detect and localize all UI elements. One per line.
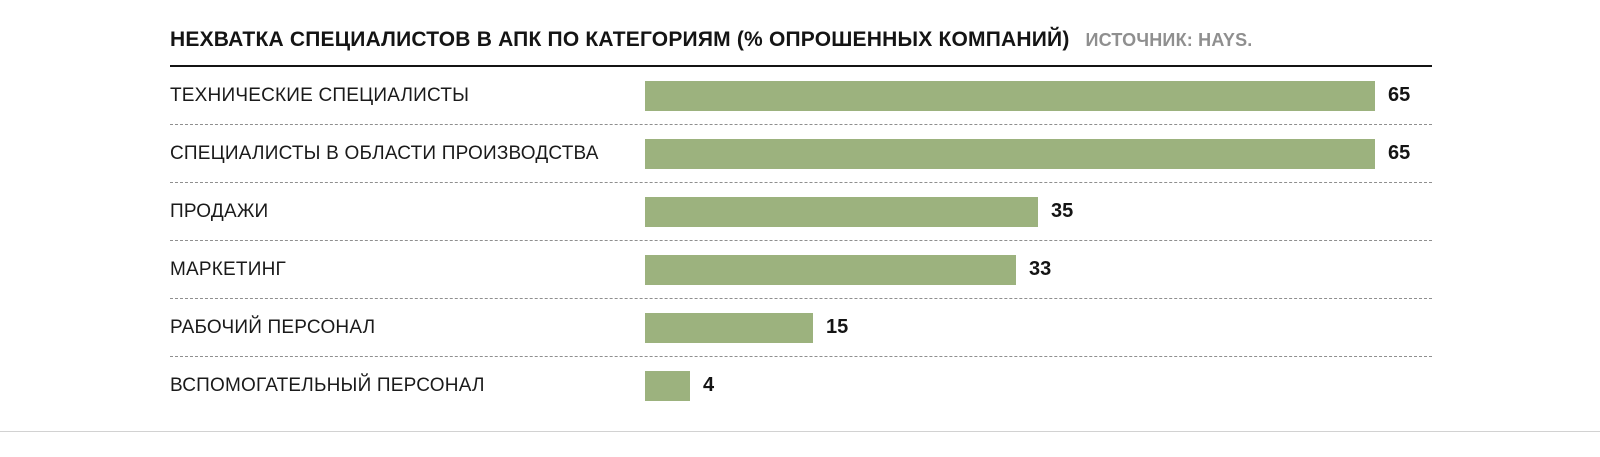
- value-label: 4: [703, 374, 715, 396]
- chart-rows: ТЕХНИЧЕСКИЕ СПЕЦИАЛИСТЫ 65 СПЕЦИАЛИСТЫ В О…: [170, 67, 1432, 414]
- bar: [645, 254, 1016, 285]
- value-label: 15: [826, 316, 849, 338]
- category-label: ТЕХНИЧЕСКИЕ СПЕЦИАЛИСТЫ: [170, 84, 470, 106]
- bar-track: 65: [645, 80, 1432, 111]
- value-label: 33: [1029, 258, 1052, 280]
- value-label: 35: [1051, 200, 1074, 222]
- chart-row: ТЕХНИЧЕСКИЕ СПЕЦИАЛИСТЫ 65: [170, 67, 1432, 125]
- chart-row: ПРОДАЖИ 35: [170, 183, 1432, 241]
- category-label: РАБОЧИЙ ПЕРСОНАЛ: [170, 316, 376, 338]
- chart-row: РАБОЧИЙ ПЕРСОНАЛ 15: [170, 299, 1432, 357]
- bar-track: 35: [645, 196, 1432, 227]
- category-label: ВСПОМОГАТЕЛЬНЫЙ ПЕРСОНАЛ: [170, 374, 485, 396]
- bar: [645, 370, 690, 401]
- bottom-divider: [0, 431, 1600, 432]
- category-label: СПЕЦИАЛИСТЫ В ОБЛАСТИ ПРОИЗВОДСТВА: [170, 142, 599, 164]
- chart-title: НЕХВАТКА СПЕЦИАЛИСТОВ В АПК ПО КАТЕГОРИЯ…: [170, 28, 1070, 51]
- chart-row: МАРКЕТИНГ 33: [170, 241, 1432, 299]
- chart-row: СПЕЦИАЛИСТЫ В ОБЛАСТИ ПРОИЗВОДСТВА 65: [170, 125, 1432, 183]
- category-label: МАРКЕТИНГ: [170, 258, 286, 280]
- chart-source: ИСТОЧНИК: HAYS.: [1085, 30, 1253, 50]
- bar: [645, 312, 813, 343]
- value-label: 65: [1388, 84, 1411, 106]
- value-label: 65: [1388, 142, 1411, 164]
- category-label: ПРОДАЖИ: [170, 200, 269, 222]
- bar-track: 65: [645, 138, 1432, 169]
- bar: [645, 196, 1038, 227]
- bar: [645, 80, 1375, 111]
- chart-row: ВСПОМОГАТЕЛЬНЫЙ ПЕРСОНАЛ 4: [170, 357, 1432, 414]
- bar-track: 15: [645, 312, 1432, 343]
- bar: [645, 138, 1375, 169]
- bar-chart: НЕХВАТКА СПЕЦИАЛИСТОВ В АПК ПО КАТЕГОРИЯ…: [170, 28, 1432, 414]
- bar-track: 4: [645, 370, 1432, 401]
- chart-header: НЕХВАТКА СПЕЦИАЛИСТОВ В АПК ПО КАТЕГОРИЯ…: [170, 28, 1432, 67]
- bar-track: 33: [645, 254, 1432, 285]
